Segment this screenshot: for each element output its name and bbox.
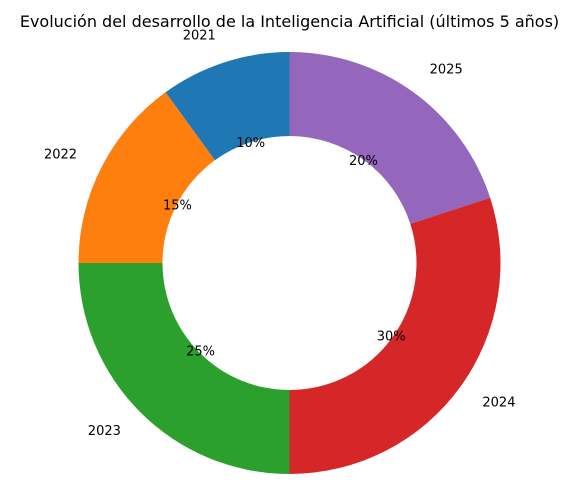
percent-label-2021: 10% (236, 136, 265, 151)
category-label-2025: 2025 (430, 63, 463, 78)
slice-2022 (78, 92, 215, 263)
percent-label-2025: 20% (349, 154, 378, 169)
category-label-2023: 2023 (88, 424, 121, 439)
category-label-2021: 2021 (183, 29, 216, 44)
percent-label-2024: 30% (377, 329, 406, 344)
percent-labels: 10% 15% 25% 30% 20% (163, 136, 406, 359)
donut-slices (78, 51, 501, 474)
percent-label-2023: 25% (186, 344, 215, 359)
slice-2024 (289, 197, 501, 474)
slice-2025 (289, 51, 491, 224)
slice-2023 (78, 263, 290, 474)
category-label-2024: 2024 (482, 396, 515, 411)
chart-title: Evolución del desarrollo de la Inteligen… (20, 12, 559, 31)
percent-label-2022: 15% (163, 198, 192, 213)
slice-2021 (165, 52, 290, 161)
category-labels: 2021 2022 2023 2024 2025 (44, 29, 516, 439)
category-label-2022: 2022 (44, 147, 77, 162)
